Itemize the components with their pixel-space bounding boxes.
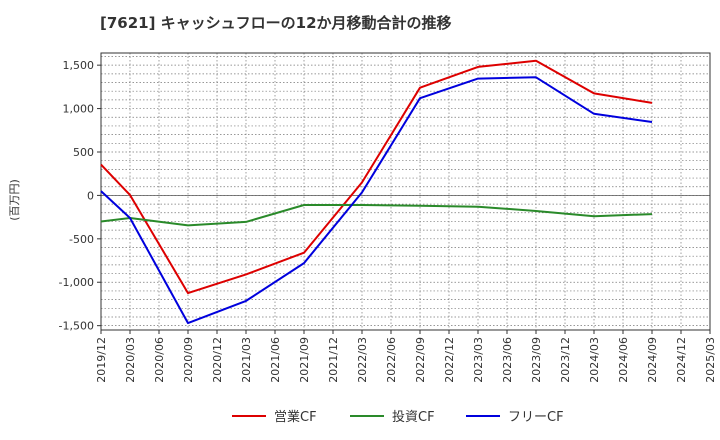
y-axis-label: (百万円) bbox=[8, 179, 21, 221]
x-tick-label: 2020/12 bbox=[211, 337, 224, 383]
x-tick-label: 2020/06 bbox=[153, 337, 166, 383]
x-tick-label: 2024/09 bbox=[646, 337, 659, 383]
plot-frame bbox=[100, 52, 711, 331]
x-axis-ticks: 2019/12 2020/03 2020/06 2020/09 2020/12 2021/… bbox=[95, 330, 717, 383]
x-tick-label: 2022/03 bbox=[356, 337, 369, 383]
x-tick-label: 2020/09 bbox=[182, 337, 195, 383]
x-tick-label: 2023/12 bbox=[559, 337, 572, 383]
y-tick-label: 1,500 bbox=[63, 59, 95, 72]
x-tick-label: 2022/06 bbox=[385, 337, 398, 383]
x-tick-label: 2021/12 bbox=[327, 337, 340, 383]
x-tick-label: 2019/12 bbox=[95, 337, 108, 383]
x-tick-label: 2025/03 bbox=[704, 337, 717, 383]
chart-title: [7621] キャッシュフローの12か月移動合計の推移 bbox=[100, 14, 452, 32]
series-line bbox=[100, 59, 653, 295]
grid-lines bbox=[100, 53, 711, 330]
x-tick-label: 2020/03 bbox=[124, 337, 137, 383]
y-tick-label: -1,000 bbox=[59, 276, 94, 289]
x-tick-label: 2024/06 bbox=[617, 337, 630, 383]
x-tick-label: 2021/06 bbox=[269, 337, 282, 383]
x-tick-label: 2021/03 bbox=[240, 337, 253, 383]
y-tick-label: 0 bbox=[87, 189, 94, 202]
x-tick-label: 2022/12 bbox=[443, 337, 456, 383]
y-axis-ticks: 1,500 1,000 500 0 -500 -1,000 -1,500 bbox=[59, 59, 101, 333]
x-tick-label: 2022/09 bbox=[414, 337, 427, 383]
legend: 営業CF 投資CF フリーCF bbox=[232, 409, 564, 425]
series-line bbox=[100, 76, 653, 325]
y-tick-label: -500 bbox=[69, 233, 94, 246]
x-tick-label: 2024/12 bbox=[675, 337, 688, 383]
legend-label: フリーCF bbox=[508, 410, 564, 425]
y-tick-label: -1,500 bbox=[59, 320, 94, 333]
x-tick-label: 2023/09 bbox=[530, 337, 543, 383]
legend-label: 営業CF bbox=[274, 409, 317, 425]
y-tick-label: 500 bbox=[73, 146, 94, 159]
x-tick-label: 2021/09 bbox=[298, 337, 311, 383]
x-tick-label: 2023/03 bbox=[472, 337, 485, 383]
series-line bbox=[100, 204, 653, 227]
x-tick-label: 2024/03 bbox=[588, 337, 601, 383]
y-tick-label: 1,000 bbox=[63, 103, 95, 116]
series-lines bbox=[100, 59, 653, 325]
x-tick-label: 2023/06 bbox=[501, 337, 514, 383]
legend-label: 投資CF bbox=[392, 409, 435, 425]
